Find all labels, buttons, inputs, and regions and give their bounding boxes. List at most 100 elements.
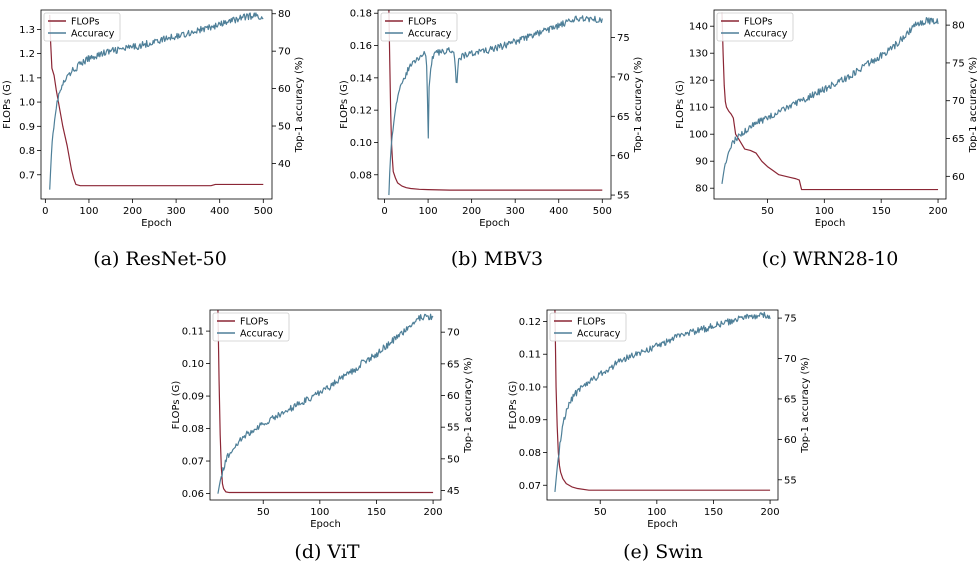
legend-label-accuracy: Accuracy [240,329,284,340]
y-left-tick-label: 0.10 [519,382,541,393]
y-right-tick-label: 75 [617,33,630,44]
y-left-tick-label: 0.08 [519,448,541,459]
chart-swin: 50 100 150 200 0.07 0.08 0.09 0.10 0.11 0.12 55 60 6… [508,309,811,563]
y-right-tick-label: 60 [952,172,965,183]
x-tick-label: 0 [42,206,48,217]
x-tick-label: 500 [254,206,273,217]
caption-mbv3: (b) MBV3 [451,248,543,270]
x-tick-label: 150 [367,507,386,518]
y-left-tick-label: 0.08 [182,424,204,435]
y-right-tick-label: 65 [617,112,630,123]
series-flops-line [217,309,434,494]
caption-swin: (e) Swin [623,541,703,563]
y-right-tick-label: 60 [447,391,460,402]
y-right-tick-label: 65 [784,394,797,405]
y-right-tick-label: 50 [278,122,291,133]
y-right-tick-label: 75 [952,58,965,69]
x-tick-label: 200 [761,507,780,518]
x-tick-label: 400 [549,206,568,217]
y-left-tick-label: 1.3 [19,25,35,36]
caption-resnet50: (a) ResNet-50 [93,248,227,270]
chart-mbv3: 0 100 200 300 400 500 0.08 0.10 0.12 0.14 0.16 0.18… [339,9,644,270]
plot-frame [40,9,273,200]
plot-frame [377,9,612,200]
y-right-tick-label: 60 [278,84,291,95]
x-axis-label: Epoch [815,218,846,229]
y-right-tick-label: 60 [617,151,630,162]
y-right-tick-label: 50 [447,454,460,465]
y-left-tick-label: 0.10 [182,359,204,370]
legend-label-accuracy: Accuracy [744,29,788,40]
plot-frame [546,309,779,501]
legend-box [212,312,290,342]
plot-frame [713,9,947,200]
y-right-tick-label: 70 [784,354,797,365]
y-right-tick-label: 55 [447,423,460,434]
x-tick-label: 200 [123,206,142,217]
y-left-tick-label: 0.06 [182,489,204,500]
caption-vit: (d) ViT [294,541,359,563]
y-left-tick-label: 0.08 [350,170,372,181]
x-tick-label: 300 [506,206,525,217]
y-left-tick-label: 90 [695,157,708,168]
chart-vit: 50 100 150 200 0.06 0.07 0.08 0.09 0.10 0.11 45 50 5… [171,309,474,563]
y-left-tick-label: 0.12 [519,317,541,328]
x-tick-label: 50 [594,507,607,518]
x-axis-label: Epoch [310,519,341,530]
x-tick-label: 400 [210,206,229,217]
x-tick-label: 200 [424,507,443,518]
y-left-tick-label: 0.07 [182,457,204,468]
series-accuracy-line [721,17,939,184]
y-right-tick-label: 70 [952,96,965,107]
y-left-tick-label: 1.1 [19,73,35,84]
legend-box [549,312,627,342]
y-right-tick-label: 65 [952,134,965,145]
y-right-tick-label: 55 [784,475,797,486]
y-left-axis-label: FLOPs (G) [171,381,182,430]
legend-label-accuracy: Accuracy [71,29,115,40]
y-left-tick-label: 140 [689,22,708,33]
x-tick-label: 200 [462,206,481,217]
y-left-tick-label: 0.09 [182,392,204,403]
y-left-tick-label: 0.9 [19,122,35,133]
x-tick-label: 150 [872,206,891,217]
series-accuracy-line [49,12,264,190]
x-axis-label: Epoch [141,218,172,229]
x-tick-label: 200 [928,206,947,217]
y-left-tick-label: 1.0 [19,98,35,109]
chart-wrn28-10: 50 100 150 200 80 90 100 110 120 130 140 60 65 70 75 80… [675,9,977,270]
x-tick-label: 100 [815,206,834,217]
y-right-axis-label: Top-1 accuracy (%) [633,57,644,154]
series-flops-line [554,309,771,491]
y-left-tick-label: 100 [689,130,708,141]
y-right-tick-label: 70 [617,72,630,83]
series-flops-line [49,14,264,187]
x-tick-label: 100 [310,507,329,518]
y-right-axis-label: Top-1 accuracy (%) [800,357,811,454]
legend-label-accuracy: Accuracy [408,29,452,40]
y-left-tick-label: 120 [689,76,708,87]
caption-wrn28-10: (c) WRN28-10 [762,248,899,270]
x-tick-label: 300 [167,206,186,217]
y-left-tick-label: 0.11 [182,327,204,338]
series-accuracy-line [388,15,603,196]
legend-label-flops: FLOPs [71,17,99,28]
y-right-tick-label: 70 [447,328,460,339]
y-right-tick-label: 75 [784,314,797,325]
x-tick-label: 100 [79,206,98,217]
y-right-tick-label: 80 [278,9,291,20]
y-left-tick-label: 0.07 [519,481,541,492]
series-accuracy-line [217,313,434,494]
x-tick-label: 50 [761,206,774,217]
x-axis-label: Epoch [479,218,510,229]
legend-label-flops: FLOPs [240,317,268,328]
series-flops-line [721,12,939,191]
y-left-tick-label: 0.14 [350,73,372,84]
y-left-tick-label: 0.11 [519,350,541,361]
legend-box [380,12,458,42]
